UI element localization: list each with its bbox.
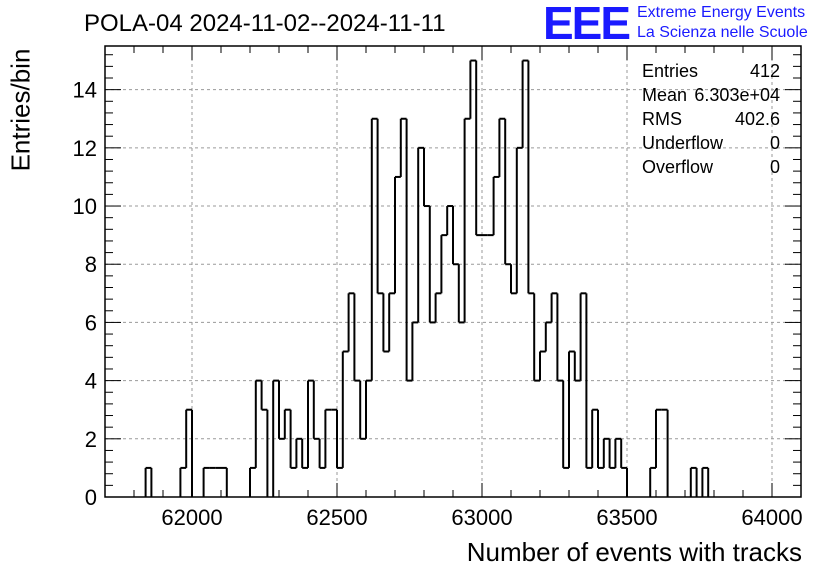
y-tick-label: 4 [85, 369, 97, 394]
y-axis-label: Entries/bin [5, 48, 36, 172]
logo-line-1: Extreme Energy Events [637, 4, 806, 21]
stat-label: Entries [642, 61, 699, 81]
y-tick-label: 14 [73, 78, 97, 103]
x-tick-label: 64000 [741, 505, 802, 530]
eee-logo-text: Extreme Energy Events La Scienza nelle S… [637, 3, 808, 43]
stat-entries: Entries 412 [642, 59, 780, 83]
stat-overflow: Overflow 0 [642, 155, 780, 179]
logo-line-2: La Scienza nelle Scuole [637, 24, 808, 41]
x-tick-label: 62500 [306, 505, 367, 530]
stat-label: Mean [642, 85, 688, 105]
stat-value: 6.303e+04 [694, 85, 780, 105]
stat-value: 402.6 [734, 109, 780, 129]
stat-label: Overflow [642, 157, 714, 177]
chart-title: POLA-04 2024-11-02--2024-11-11 [84, 10, 446, 37]
stat-label: RMS [642, 109, 682, 129]
histogram-series [144, 59, 710, 497]
y-tick-label: 6 [85, 310, 97, 335]
y-tick-label: 12 [73, 136, 97, 161]
stat-value: 0 [769, 157, 780, 177]
stat-rms: RMS 402.6 [642, 107, 780, 131]
x-tick-label: 63000 [451, 505, 512, 530]
stat-value: 412 [749, 61, 780, 81]
stat-value: 0 [769, 133, 780, 153]
y-tick-label: 10 [73, 194, 97, 219]
axis-ticks [104, 46, 802, 498]
x-tick-label: 62000 [161, 505, 222, 530]
y-tick-label: 0 [85, 485, 97, 510]
stat-mean: Mean 6.303e+04 [642, 83, 780, 107]
statistics-box: Entries 412 Mean 6.303e+04 RMS 402.6 Und… [642, 59, 780, 179]
tick-labels: 62000 62500 63000 63500 64000 0 2 4 6 8 10 12 14 [73, 78, 803, 530]
stat-label: Underflow [642, 133, 724, 153]
x-axis-label: Number of events with tracks [466, 537, 802, 567]
y-tick-label: 8 [85, 252, 97, 277]
y-tick-label: 2 [85, 427, 97, 452]
x-tick-label: 63500 [596, 505, 657, 530]
eee-logo: EEE [543, 0, 631, 49]
stat-underflow: Underflow 0 [642, 131, 780, 155]
